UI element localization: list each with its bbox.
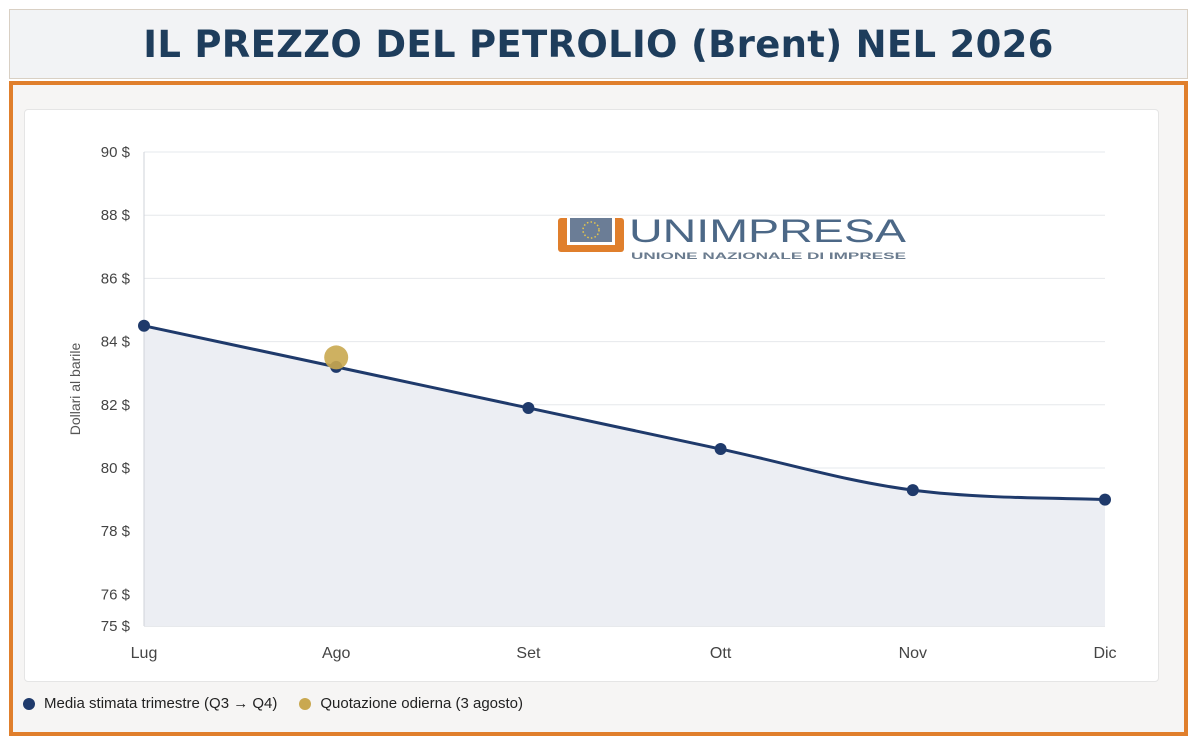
data-point: [1099, 493, 1111, 506]
x-tick-label: Dic: [1093, 645, 1116, 662]
data-point: [522, 401, 535, 414]
y-tick-label: 78 $: [101, 523, 131, 540]
line-chart: 90 $ 88 $ 86 $ 84 $ 82 $ 80 $ 78 $ 76 $ 75 $ Lug…: [67, 144, 1117, 662]
legend: Media stimata trimestre (Q3 → Q4) Quotaz…: [23, 695, 545, 712]
spot-price-point: [324, 345, 349, 370]
data-point: [906, 484, 919, 497]
legend-label-average: Media stimata trimestre (Q3 → Q4): [44, 695, 278, 712]
y-tick-label: 76 $: [101, 586, 131, 603]
y-tick-label: 86 $: [101, 270, 131, 287]
y-tick-label: 88 $: [101, 207, 131, 224]
x-tick-label: Ago: [322, 645, 351, 662]
logo-tagline: UNIONE NAZIONALE DI IMPRESE: [631, 251, 906, 261]
x-tick-label: Ott: [710, 645, 732, 662]
y-tick-label: 90 $: [101, 144, 131, 161]
logo-wordmark: UNIMPRESA: [629, 213, 907, 249]
chart-card: 90 $ 88 $ 86 $ 84 $ 82 $ 80 $ 78 $ 76 $ 75 $ Lug…: [24, 109, 1159, 682]
data-point: [138, 319, 150, 332]
data-point: [714, 443, 727, 456]
y-tick-label: 75 $: [101, 618, 131, 635]
y-tick-label: 82 $: [101, 397, 131, 414]
title-bar: IL PREZZO DEL PETROLIO (Brent) NEL 2026: [9, 9, 1188, 79]
legend-item-average[interactable]: Media stimata trimestre (Q3 → Q4): [23, 695, 277, 712]
spot-price-points: [324, 345, 349, 370]
y-axis-label: Dollari al barile: [67, 342, 83, 435]
x-axis-ticks: Lug Ago Set Ott Nov Dic: [131, 645, 1117, 662]
legend-label-spot: Quotazione odierna (3 agosto): [320, 695, 524, 712]
x-tick-label: Nov: [899, 645, 927, 662]
y-tick-label: 80 $: [101, 460, 131, 477]
series-area: [144, 325, 1105, 626]
unimpresa-logo: UNIMPRESA UNIONE NAZIONALE DI IMPRESE: [558, 213, 907, 261]
page-title: IL PREZZO DEL PETROLIO (Brent) NEL 2026: [143, 22, 1054, 66]
legend-marker-average: [23, 697, 35, 710]
chart-frame: 90 $ 88 $ 86 $ 84 $ 82 $ 80 $ 78 $ 76 $ 75 $ Lug…: [9, 81, 1188, 736]
legend-marker-spot: [299, 697, 312, 710]
y-tick-label: 84 $: [101, 334, 131, 351]
y-axis-ticks: 90 $ 88 $ 86 $ 84 $ 82 $ 80 $ 78 $ 76 $ 75 $: [101, 144, 131, 635]
legend-item-spot[interactable]: Quotazione odierna (3 agosto): [299, 695, 523, 712]
x-tick-label: Lug: [131, 645, 158, 662]
series-line: [143, 324, 1106, 502]
x-tick-label: Set: [516, 645, 541, 662]
